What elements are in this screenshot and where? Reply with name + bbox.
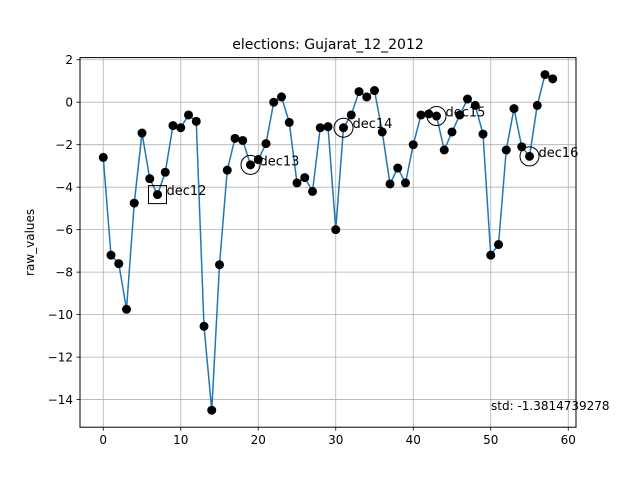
- y-tick-label: −14: [48, 393, 73, 407]
- data-point: [122, 304, 131, 314]
- data-point: [517, 142, 527, 152]
- data-point: [362, 92, 372, 102]
- y-tick-label: 2: [65, 53, 73, 67]
- data-point: [525, 151, 534, 161]
- annotation-square-marker: [148, 185, 167, 205]
- annotation-label: dec15: [446, 106, 486, 121]
- data-point: [222, 165, 232, 175]
- grid-lines: [80, 57, 576, 428]
- data-point: [300, 173, 310, 183]
- x-tick-label: 50: [483, 433, 498, 447]
- y-axis-label: raw_values: [23, 209, 37, 276]
- annotation-label: dec13: [260, 154, 300, 169]
- data-point: [238, 135, 248, 145]
- data-point: [439, 145, 449, 155]
- data-point: [463, 94, 472, 104]
- data-point: [339, 123, 348, 133]
- data-point: [315, 123, 325, 133]
- data-point: [145, 174, 155, 184]
- annotation-circle-marker: [333, 117, 354, 138]
- data-point: [199, 321, 209, 331]
- chart-title: elections: Gujarat_12_2012: [232, 37, 424, 53]
- annotation-circle-marker: [519, 146, 540, 167]
- data-point: [292, 178, 302, 188]
- data-point: [191, 116, 201, 126]
- data-point: [486, 250, 496, 260]
- data-point: [447, 127, 457, 137]
- data-point: [246, 160, 255, 170]
- data-point: [184, 110, 193, 120]
- data-point: [509, 104, 519, 114]
- y-tick-label: −6: [55, 223, 73, 237]
- data-point: [114, 259, 124, 269]
- y-tick-label: −10: [48, 308, 73, 322]
- data-point: [532, 100, 542, 110]
- data-point: [346, 110, 356, 120]
- x-tick-label: 10: [173, 433, 188, 447]
- data-point: [269, 97, 279, 107]
- data-point: [98, 152, 108, 162]
- data-point: [424, 109, 434, 119]
- data-point: [370, 86, 379, 96]
- annotation-label: dec14: [353, 117, 393, 132]
- data-point: [478, 129, 488, 139]
- data-point: [494, 240, 503, 250]
- data-point: [137, 128, 147, 138]
- data-point: [331, 225, 341, 235]
- x-tick-label: 30: [328, 433, 343, 447]
- data-point: [455, 110, 465, 120]
- data-point: [540, 70, 550, 80]
- data-point: [432, 111, 441, 121]
- data-point: [416, 110, 426, 120]
- data-point: [284, 117, 294, 127]
- annotation-layer: dec12 dec13 dec14 dec15 dec16: [148, 106, 579, 205]
- data-point: [106, 250, 116, 260]
- data-point: [377, 127, 387, 137]
- data-point: [501, 145, 511, 155]
- data-point: [277, 92, 286, 102]
- annotation-circle-marker: [240, 154, 261, 175]
- y-tick-label: 0: [65, 96, 73, 110]
- annotation-label: dec12: [167, 184, 207, 199]
- data-point: [129, 198, 139, 208]
- data-point: [401, 178, 410, 188]
- x-tick-label: 20: [251, 433, 266, 447]
- data-point: [354, 87, 364, 97]
- annotation-label: dec16: [539, 146, 579, 161]
- data-point: [153, 190, 162, 200]
- data-point: [215, 260, 224, 270]
- data-point: [323, 122, 333, 132]
- plot-frame: [79, 57, 577, 428]
- data-point: [385, 179, 395, 189]
- data-point: [408, 140, 418, 150]
- data-point: [548, 74, 558, 84]
- annotation-circle-marker: [426, 106, 447, 127]
- series-layer: [98, 70, 558, 415]
- data-point: [261, 139, 271, 149]
- y-tick-label: −4: [55, 180, 73, 194]
- data-point: [308, 186, 317, 196]
- x-tick-label: 40: [406, 433, 421, 447]
- data-point: [207, 405, 217, 415]
- y-tick-label: −12: [48, 350, 73, 364]
- data-point: [168, 121, 178, 131]
- x-tick-label: 0: [99, 433, 107, 447]
- y-tick-label: −2: [55, 138, 73, 152]
- data-point: [176, 123, 186, 133]
- x-tick-label: 60: [561, 433, 576, 447]
- data-point: [470, 100, 480, 110]
- data-point: [160, 167, 170, 177]
- data-point: [393, 163, 403, 173]
- y-tick-label: −8: [55, 265, 73, 279]
- std-footnote: std: -1.3814739278: [491, 399, 610, 413]
- data-point: [230, 133, 240, 143]
